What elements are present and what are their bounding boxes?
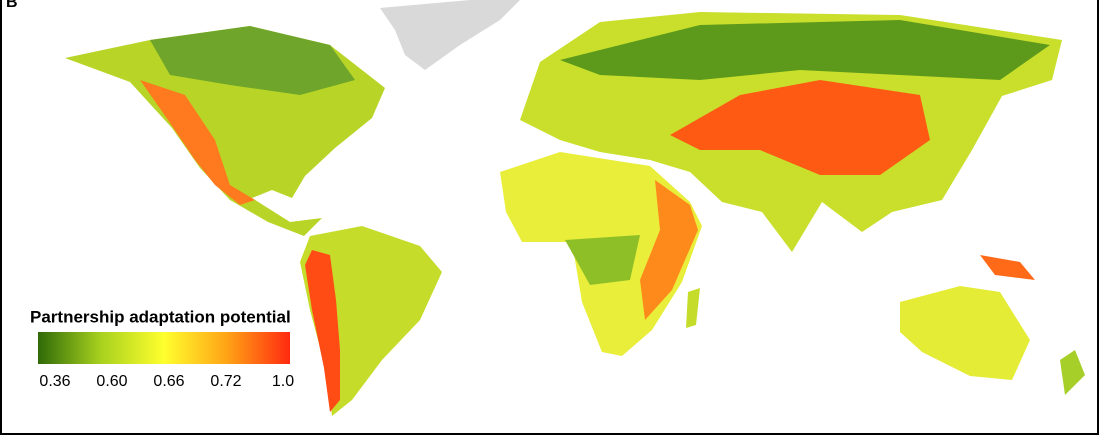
new-guinea	[980, 255, 1035, 280]
greenland	[380, 0, 520, 70]
central-asia	[670, 80, 930, 175]
legend-tick-label: 0.36	[39, 373, 70, 390]
legend-tick-label: 0.72	[210, 373, 241, 390]
legend-tick-label: 0.60	[96, 373, 127, 390]
legend-tick-label: 1.0	[272, 373, 294, 390]
siberia	[560, 20, 1050, 80]
legend: Partnership adaptation potential 0.36 0.6…	[30, 307, 294, 390]
new-zealand	[1060, 350, 1085, 395]
colorbar	[38, 332, 290, 364]
panel-label: B	[6, 0, 18, 11]
canada-north	[150, 26, 355, 95]
australia	[900, 286, 1030, 380]
east-africa	[640, 180, 698, 320]
madagascar	[686, 288, 700, 328]
central-africa	[565, 235, 640, 285]
legend-title: Partnership adaptation potential	[30, 307, 291, 326]
andes	[305, 250, 340, 412]
western-mountains	[140, 80, 255, 205]
legend-tick-label: 0.66	[153, 373, 184, 390]
